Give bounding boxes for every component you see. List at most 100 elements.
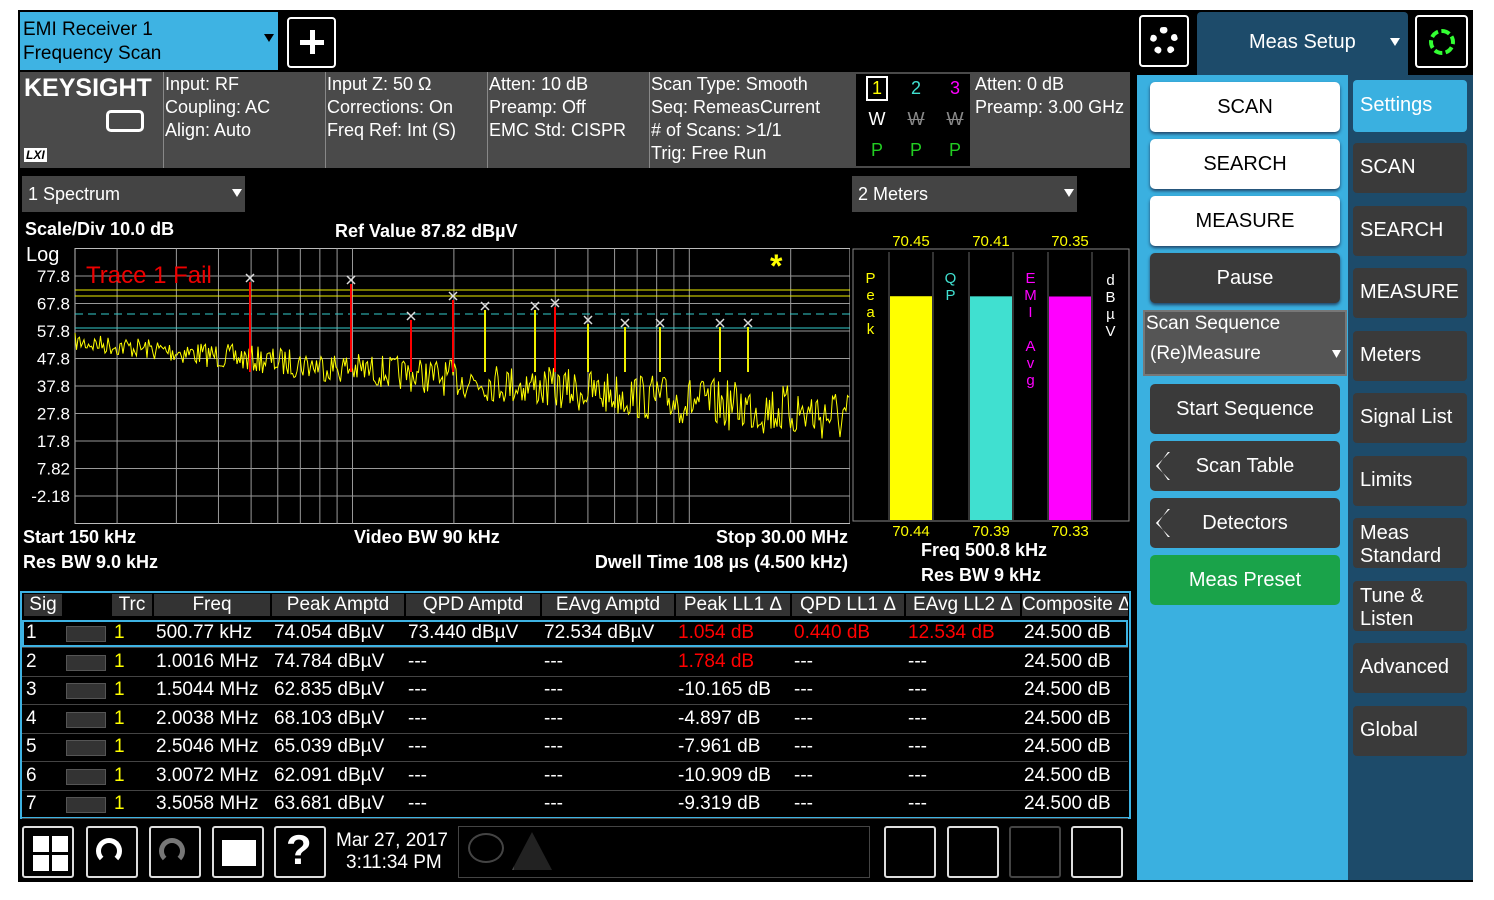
- meter-rbw: Res BW 9 kHz: [921, 565, 1042, 585]
- settings-gear[interactable]: [1139, 15, 1189, 67]
- time: 3:11:34 PM: [346, 852, 442, 873]
- footer-btn-button[interactable]: [1071, 826, 1123, 878]
- scale-label: Scale/Div 10.0 dB: [25, 219, 174, 239]
- add-button[interactable]: [287, 17, 336, 68]
- chat-icon: [468, 833, 504, 863]
- table-cell: -10.909 dB: [678, 764, 771, 786]
- status-sep: [325, 72, 326, 168]
- date: Mar 27, 2017: [336, 830, 448, 851]
- table-cell: 1.054 dB: [678, 622, 755, 643]
- selected-row[interactable]: [22, 620, 1128, 647]
- scan-sequence[interactable]: [1143, 310, 1347, 376]
- window-title: 2 Meters: [858, 184, 928, 204]
- dropdown[interactable]: [852, 176, 1077, 212]
- status-text: Preamp: 3.00 GHz: [975, 97, 1125, 117]
- softkey-tab[interactable]: [1353, 206, 1467, 256]
- table-cell: 1: [114, 707, 125, 729]
- signal-marker: [620, 318, 630, 328]
- softkey-label: Meas Preset: [1188, 569, 1302, 591]
- tab-active[interactable]: [1353, 80, 1467, 132]
- undo-arrow: [96, 838, 122, 864]
- table-cell: 2: [26, 650, 37, 672]
- window-title: 1 Spectrum: [28, 184, 120, 204]
- softkey-tab[interactable]: [1353, 456, 1467, 506]
- table-cell: 73.440 dBµV: [408, 622, 519, 643]
- table-cell: ---: [408, 736, 427, 757]
- meas-setup-tab[interactable]: [1197, 12, 1408, 75]
- table-cell: 3: [26, 679, 37, 700]
- table-cell: -9.319 dB: [678, 793, 761, 814]
- table-cell: ---: [794, 679, 813, 700]
- trace-indicator: 1: [866, 76, 888, 101]
- trace-indicator: W: [907, 109, 925, 129]
- softkey[interactable]: [1150, 82, 1340, 132]
- meters-plot: 2 Meters 70.45 70.44 70.41 70.39 70.35 70.33: [852, 176, 1130, 540]
- table-header: Peak LL1 Δ: [676, 594, 790, 616]
- softkey[interactable]: [1150, 384, 1340, 434]
- signal-marker: [715, 318, 725, 328]
- table-cell: 74.054 dBµV: [274, 622, 385, 643]
- row-sep: [22, 761, 1128, 762]
- status-indicator[interactable]: [1415, 15, 1468, 68]
- meter-freq: Freq 500.8 kHz: [921, 540, 1048, 560]
- footer-undo-button[interactable]: [86, 826, 138, 878]
- table-cell: 74.784 dBµV: [274, 650, 385, 672]
- footer-redo-button[interactable]: [149, 826, 201, 878]
- softkey-tab[interactable]: [1353, 581, 1467, 631]
- status-text: Coupling: AC: [165, 97, 271, 117]
- footer-help-button[interactable]: [274, 826, 326, 878]
- softkey[interactable]: [1150, 253, 1340, 303]
- row-sep: [22, 675, 1128, 677]
- row-sep: [22, 818, 1128, 819]
- softkey-tab[interactable]: [1353, 518, 1467, 568]
- signal-marker: [448, 291, 458, 301]
- softkey[interactable]: [1150, 196, 1340, 246]
- signal-marker: [245, 273, 255, 283]
- softkey-tab[interactable]: [1353, 331, 1467, 381]
- table-header: Sig: [24, 594, 62, 616]
- footer-win-button[interactable]: [22, 826, 74, 878]
- softkey-tab[interactable]: [1353, 706, 1467, 756]
- signal-marker: [655, 318, 665, 328]
- dropdown[interactable]: [22, 176, 245, 212]
- meter-bar: [890, 296, 932, 520]
- status-text: Atten: 10 dB: [489, 74, 589, 94]
- softkey[interactable]: [1150, 555, 1340, 605]
- softkey-label: MEASURE: [1195, 210, 1295, 232]
- mode-subtitle: Frequency Scan: [23, 43, 162, 64]
- softkey[interactable]: [1150, 139, 1340, 189]
- softkey-tab[interactable]: [1353, 268, 1467, 318]
- table-cell: ---: [408, 650, 427, 672]
- mode-tab[interactable]: [20, 12, 278, 70]
- softkey-tab[interactable]: [1353, 143, 1467, 193]
- y-tick-label: 57.8: [37, 322, 70, 341]
- status-text: Seq: RemeasCurrent: [651, 97, 821, 117]
- trace-indicator: P: [948, 140, 961, 160]
- footer-label: Stop 30.00 MHz: [716, 527, 848, 547]
- spectrum-plot: 1 Spectrum Scale/Div 10.0 dB Ref Value 87.…: [22, 176, 850, 572]
- footer-btn-button[interactable]: [884, 826, 936, 878]
- softkey-tab[interactable]: [1353, 643, 1467, 693]
- table-cell: 0.440 dB: [794, 622, 871, 643]
- footer-btn-button[interactable]: [947, 826, 999, 878]
- signal-marker: [583, 315, 593, 325]
- table-cell: 1: [114, 764, 125, 786]
- trace-indicator: 2: [910, 78, 921, 98]
- softkey[interactable]: [1150, 441, 1340, 491]
- softkey-tab[interactable]: [1353, 393, 1467, 443]
- table-cell: 1: [114, 793, 125, 814]
- meter-label: Peak: [862, 270, 879, 338]
- star: *: [770, 248, 783, 284]
- softkey[interactable]: [1150, 498, 1340, 548]
- ref-label: Ref Value 87.82 dBµV: [335, 221, 517, 241]
- footer-btn-button[interactable]: [1009, 826, 1061, 878]
- softkey-tab-label: Advanced: [1360, 656, 1449, 678]
- table-cell: 2.0038 MHz: [156, 707, 259, 729]
- table-cell: 24.500 dB: [1024, 736, 1111, 757]
- status-text: EMC Std: CISPR: [489, 120, 627, 140]
- footer-file-button[interactable]: [212, 826, 264, 878]
- meas-setup-label: Meas Setup: [1249, 31, 1356, 53]
- trace-swatch: [66, 768, 106, 785]
- table-cell: 3.5058 MHz: [156, 793, 259, 814]
- table-cell: 63.681 dBµV: [274, 793, 385, 814]
